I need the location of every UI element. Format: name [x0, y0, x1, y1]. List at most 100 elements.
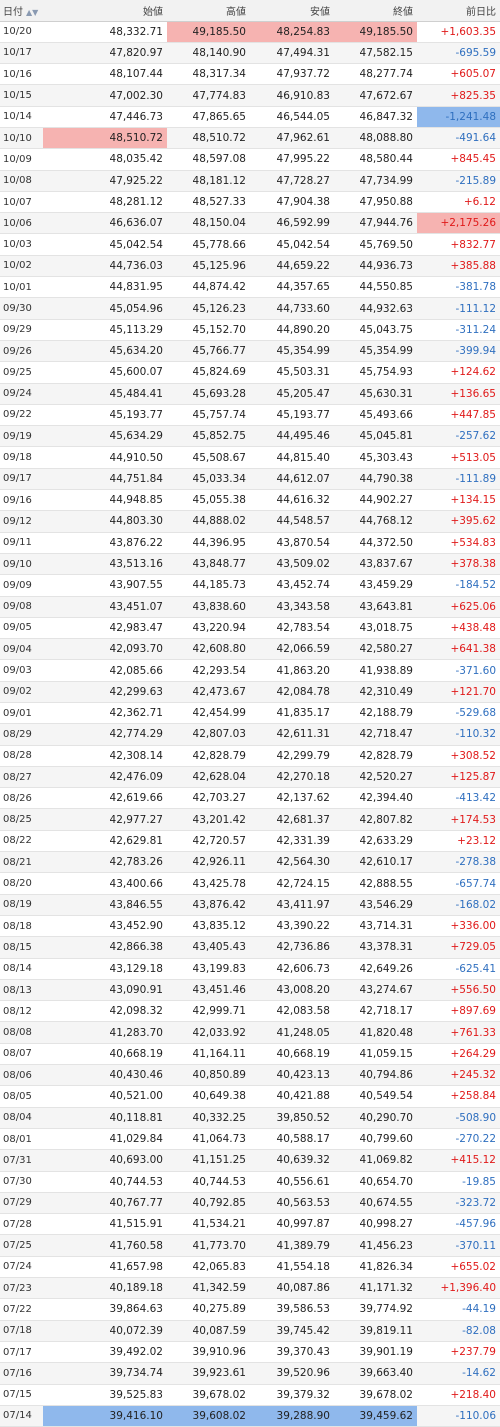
change-column-header[interactable]: 前日比 — [417, 0, 500, 22]
low-cell: 40,087.86 — [250, 1277, 334, 1300]
change-cell: -110.06 — [417, 1405, 500, 1427]
high-cell: 45,055.38 — [167, 489, 250, 512]
date-cell: 09/19 — [0, 425, 43, 448]
close-cell: 44,932.63 — [334, 297, 417, 320]
open-cell: 42,098.32 — [43, 1000, 167, 1023]
close-cell: 42,888.55 — [334, 872, 417, 895]
change-cell: +125.87 — [417, 766, 500, 789]
open-cell: 41,029.84 — [43, 1128, 167, 1151]
low-column-header[interactable]: 安値 — [250, 0, 334, 22]
close-column-header[interactable]: 終値 — [334, 0, 417, 22]
close-cell: 49,185.50 — [334, 21, 417, 43]
table-row: 09/26 45,634.20 45,766.77 45,354.99 45,354.9… — [0, 340, 500, 363]
date-cell: 09/12 — [0, 510, 43, 533]
change-cell: +729.05 — [417, 936, 500, 959]
date-cell: 08/18 — [0, 915, 43, 938]
high-cell: 42,454.99 — [167, 702, 250, 725]
change-cell: -257.62 — [417, 425, 500, 448]
change-cell: -168.02 — [417, 894, 500, 916]
date-cell: 10/09 — [0, 148, 43, 171]
table-row: 08/26 42,619.66 42,703.27 42,137.62 42,394.4… — [0, 787, 500, 810]
open-cell: 42,476.09 — [43, 766, 167, 789]
open-cell: 48,510.72 — [43, 127, 167, 150]
high-cell: 41,773.70 — [167, 1234, 250, 1257]
change-cell: -491.64 — [417, 127, 500, 150]
low-cell: 39,745.42 — [250, 1320, 334, 1342]
low-cell: 40,563.53 — [250, 1192, 334, 1215]
open-cell: 43,876.22 — [43, 532, 167, 554]
date-cell: 10/14 — [0, 106, 43, 128]
change-cell: -323.72 — [417, 1192, 500, 1215]
high-cell: 45,852.75 — [167, 425, 250, 448]
date-header-label: 日付 — [3, 6, 23, 18]
high-cell: 41,064.73 — [167, 1128, 250, 1151]
date-cell: 09/17 — [0, 468, 43, 491]
high-cell: 41,151.25 — [167, 1149, 250, 1172]
table-row: 07/24 41,657.98 42,065.83 41,554.18 41,826.3… — [0, 1256, 500, 1279]
high-cell: 43,220.94 — [167, 617, 250, 640]
open-cell: 40,118.81 — [43, 1107, 167, 1129]
high-cell: 43,876.42 — [167, 894, 250, 916]
change-cell: +641.38 — [417, 638, 500, 661]
close-cell: 47,944.76 — [334, 212, 417, 235]
change-cell: -311.24 — [417, 319, 500, 341]
table-row: 10/07 48,281.12 48,527.33 47,904.38 47,950.8… — [0, 191, 500, 214]
table-row: 09/24 45,484.41 45,693.28 45,205.47 45,630.3… — [0, 383, 500, 405]
high-cell: 47,865.65 — [167, 106, 250, 128]
low-cell: 42,137.62 — [250, 787, 334, 810]
close-cell: 39,901.19 — [334, 1341, 417, 1364]
date-cell: 09/05 — [0, 617, 43, 640]
change-cell: +897.69 — [417, 1000, 500, 1023]
low-cell: 47,995.22 — [250, 148, 334, 171]
table-row: 09/12 44,803.30 44,888.02 44,548.57 44,768.1… — [0, 510, 500, 533]
open-cell: 39,492.02 — [43, 1341, 167, 1364]
open-cell: 43,400.66 — [43, 872, 167, 895]
close-cell: 41,456.23 — [334, 1234, 417, 1257]
table-body: 10/20 48,332.71 49,185.50 48,254.83 49,185.5… — [0, 21, 500, 1427]
low-cell: 42,564.30 — [250, 851, 334, 874]
change-cell: -457.96 — [417, 1213, 500, 1236]
table-row: 08/12 42,098.32 42,999.71 42,083.58 42,718.1… — [0, 1000, 500, 1023]
change-cell: -381.78 — [417, 276, 500, 299]
high-column-header[interactable]: 高値 — [167, 0, 250, 22]
high-cell: 48,140.90 — [167, 42, 250, 65]
date-cell: 08/26 — [0, 787, 43, 810]
close-cell: 44,550.85 — [334, 276, 417, 299]
table-row: 08/20 43,400.66 43,425.78 42,724.15 42,888.5… — [0, 872, 500, 895]
high-cell: 40,332.25 — [167, 1107, 250, 1129]
open-cell: 48,332.71 — [43, 21, 167, 43]
low-cell: 42,724.15 — [250, 872, 334, 895]
low-cell: 44,612.07 — [250, 468, 334, 491]
table-row: 09/29 45,113.29 45,152.70 44,890.20 45,043.7… — [0, 319, 500, 341]
open-cell: 42,866.38 — [43, 936, 167, 959]
change-cell: -44.19 — [417, 1298, 500, 1321]
date-cell: 10/01 — [0, 276, 43, 299]
table-row: 08/06 40,430.46 40,850.89 40,423.13 40,794.8… — [0, 1064, 500, 1087]
low-cell: 40,588.17 — [250, 1128, 334, 1151]
open-cell: 47,002.30 — [43, 84, 167, 107]
high-cell: 43,425.78 — [167, 872, 250, 895]
open-column-header[interactable]: 始値 — [43, 0, 167, 22]
open-cell: 45,634.20 — [43, 340, 167, 363]
table-row: 08/29 42,774.29 42,807.03 42,611.31 42,718.4… — [0, 723, 500, 746]
low-cell: 42,083.58 — [250, 1000, 334, 1023]
close-cell: 47,950.88 — [334, 191, 417, 214]
sort-triangle-icon[interactable]: ▲▼ — [26, 7, 39, 17]
open-cell: 40,668.19 — [43, 1043, 167, 1066]
open-cell: 40,767.77 — [43, 1192, 167, 1215]
date-column-header[interactable]: 日付 ▲▼ — [0, 0, 43, 22]
high-cell: 43,199.83 — [167, 958, 250, 980]
low-cell: 44,357.65 — [250, 276, 334, 299]
low-cell: 43,411.97 — [250, 894, 334, 916]
table-row: 08/13 43,090.91 43,451.46 43,008.20 43,274.6… — [0, 979, 500, 1002]
date-cell: 10/08 — [0, 170, 43, 192]
high-cell: 48,597.08 — [167, 148, 250, 171]
change-cell: -1,241.48 — [417, 106, 500, 128]
high-cell: 42,033.92 — [167, 1021, 250, 1044]
table-row: 10/01 44,831.95 44,874.42 44,357.65 44,550.8… — [0, 276, 500, 299]
open-cell: 42,983.47 — [43, 617, 167, 640]
change-cell: -399.94 — [417, 340, 500, 363]
open-cell: 40,430.46 — [43, 1064, 167, 1087]
high-cell: 40,744.53 — [167, 1171, 250, 1193]
